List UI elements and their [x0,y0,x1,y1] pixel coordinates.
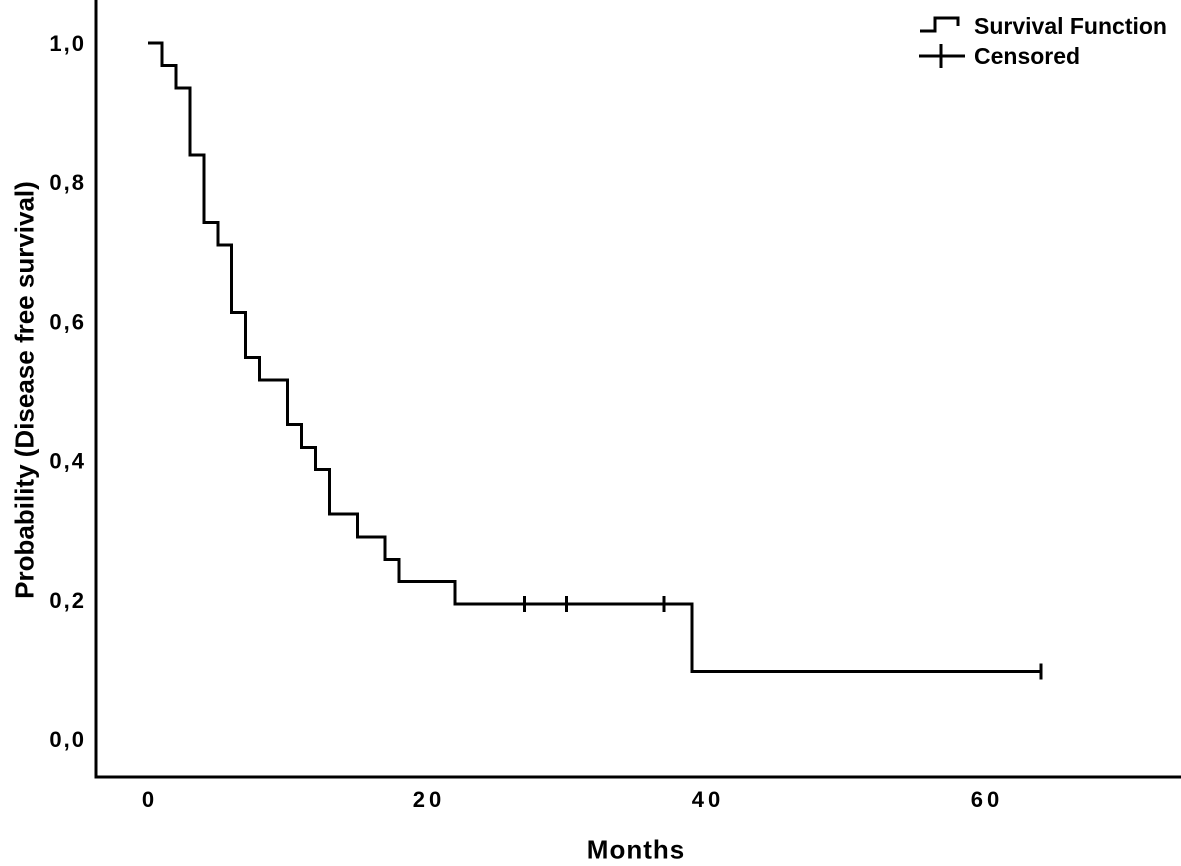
y-tick-label: 1,0 [49,31,86,56]
y-tick-label: 0,6 [49,309,86,334]
legend-item-survival-function: Survival Function [919,13,1167,39]
y-tick-label: 0,4 [49,449,86,474]
y-tick-label: 0,2 [49,588,86,613]
legend-label-survival-function: Survival Function [974,13,1167,39]
legend-item-censored: Censored [919,43,1167,69]
x-tick-label: 0 [142,787,158,812]
y-tick-label: 0,0 [49,727,86,752]
survival-curve [148,41,1041,673]
y-axis-title: Probability (Disease free survival) [9,181,40,599]
x-tick-label: 20 [413,787,445,812]
y-tick-label: 0,8 [49,170,86,195]
x-axis-title: Months [586,834,686,865]
x-tick-label: 40 [692,787,724,812]
legend: Survival Function Censored [919,13,1167,69]
x-tick-label: 60 [971,787,1003,812]
step-line-icon [920,16,960,33]
censored-plus-icon [919,44,965,68]
legend-label-censored: Censored [974,43,1081,69]
